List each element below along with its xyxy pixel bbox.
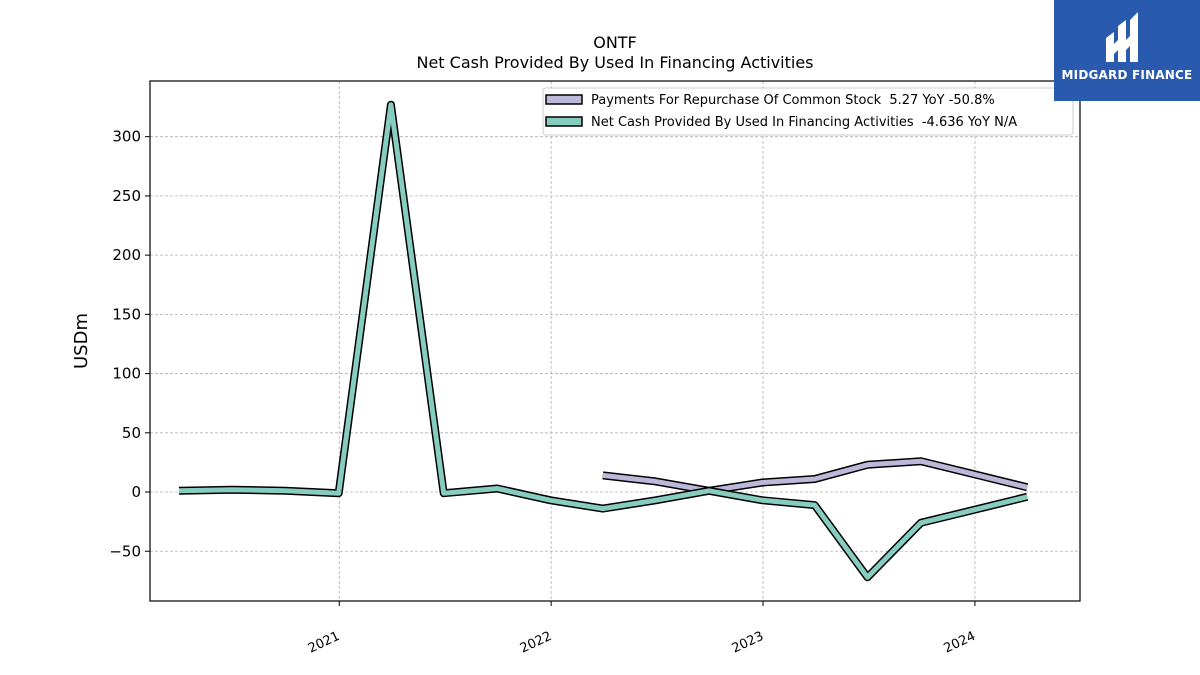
x-tick-label: 2022 [518,629,554,657]
y-tick-label: 250 [112,187,141,205]
logo-text: MIDGARD FINANCE [1061,68,1193,82]
chart-title: ONTF [593,33,637,52]
legend-label-repurchase: Payments For Repurchase Of Common Stock … [591,93,995,108]
midgard-finance-logo: MIDGARD FINANCE [1054,0,1200,101]
grid [150,81,1080,601]
legend-box [542,87,1074,136]
series-outline-0 [602,457,1029,495]
y-tick-label: −50 [109,542,141,560]
legend: Payments For Repurchase Of Common Stock … [542,87,1074,136]
series-layer [178,100,1029,582]
y-axis-label: USDm [71,313,92,369]
logo-mark-icon [1106,12,1138,62]
x-tick-label: 2023 [730,629,766,657]
legend-swatch-financing [545,116,583,127]
y-tick-label: 150 [112,305,141,323]
series-line-1 [178,102,1028,580]
y-axis-ticks: −50 0 50 100 150 200 250 300 [109,128,150,560]
plot-frame [149,80,1081,602]
y-tick-label: 100 [112,365,141,383]
x-axis-ticks: 2021 2022 2023 2024 [306,601,978,657]
y-tick-label: 0 [131,483,141,501]
y-tick-label: 50 [122,424,141,442]
x-tick-label: 2024 [942,629,978,657]
legend-label-financing: Net Cash Provided By Used In Financing A… [591,115,1017,130]
y-tick-label: 200 [112,246,141,264]
chart-subtitle: Net Cash Provided By Used In Financing A… [416,53,813,72]
legend-swatch-repurchase [545,94,583,105]
y-tick-label: 300 [112,128,141,146]
x-tick-label: 2021 [306,629,342,657]
